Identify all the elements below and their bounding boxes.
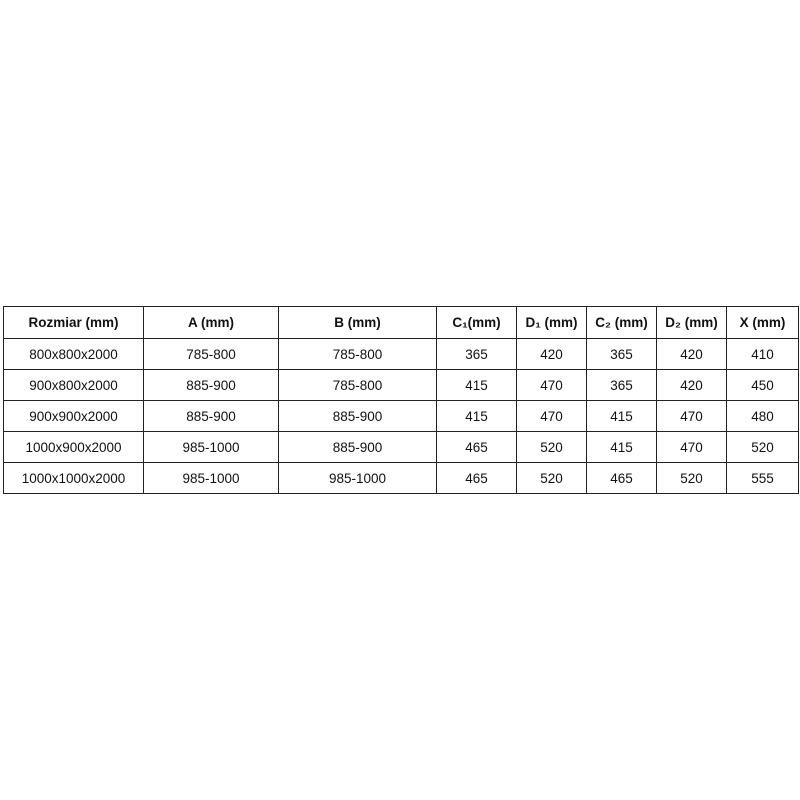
table-cell: 470 (656, 400, 727, 432)
table-cell: 800x800x2000 (3, 338, 144, 370)
table-cell: 450 (726, 369, 799, 401)
table-cell: 900x800x2000 (3, 369, 144, 401)
table-cell: 470 (656, 431, 727, 463)
table-cell: 415 (436, 400, 517, 432)
table-row: 900x900x2000 885-900 885-900 415 470 415 470 48… (3, 400, 799, 432)
table-cell: 520 (656, 462, 727, 494)
column-header: C₂ (mm) (586, 306, 657, 339)
column-header: D₁ (mm) (516, 306, 587, 339)
table-cell: 520 (516, 462, 587, 494)
table-cell: 1000x1000x2000 (3, 462, 144, 494)
table-cell: 1000x900x2000 (3, 431, 144, 463)
table-cell: 985-1000 (143, 462, 279, 494)
table-cell: 900x900x2000 (3, 400, 144, 432)
table-cell: 415 (436, 369, 517, 401)
table-cell: 465 (586, 462, 657, 494)
column-header: X (mm) (726, 306, 799, 339)
table-cell: 420 (516, 338, 587, 370)
table-cell: 885-900 (143, 369, 279, 401)
table-cell: 785-800 (278, 338, 437, 370)
column-header: Rozmiar (mm) (3, 306, 144, 339)
table-cell: 410 (726, 338, 799, 370)
table-cell: 365 (436, 338, 517, 370)
table-row: 800x800x2000 785-800 785-800 365 420 365 420 41… (3, 338, 799, 370)
table-cell: 520 (516, 431, 587, 463)
table-cell: 885-900 (278, 400, 437, 432)
table-cell: 985-1000 (278, 462, 437, 494)
table-cell: 465 (436, 462, 517, 494)
table-cell: 985-1000 (143, 431, 279, 463)
header-row: Rozmiar (mm) A (mm) B (mm) C₁(mm) D₁ (mm) C₂ … (3, 306, 799, 339)
column-header: C₁(mm) (436, 306, 517, 339)
column-header: A (mm) (143, 306, 279, 339)
column-header: B (mm) (278, 306, 437, 339)
table-cell: 365 (586, 338, 657, 370)
table-cell: 420 (656, 338, 727, 370)
table-cell: 420 (656, 369, 727, 401)
table-cell: 415 (586, 431, 657, 463)
table-cell: 465 (436, 431, 517, 463)
table-row: 1000x1000x2000 985-1000 985-1000 465 520 465 5… (3, 462, 799, 494)
table-row: 900x800x2000 885-900 785-800 415 470 365 420 45… (3, 369, 799, 401)
table-cell: 885-900 (143, 400, 279, 432)
table-cell: 415 (586, 400, 657, 432)
table-cell: 785-800 (278, 369, 437, 401)
table-cell: 555 (726, 462, 799, 494)
table-cell: 885-900 (278, 431, 437, 463)
table-cell: 470 (516, 400, 587, 432)
table-cell: 785-800 (143, 338, 279, 370)
table-row: 1000x900x2000 985-1000 885-900 465 520 415 470… (3, 431, 799, 463)
dimensions-table: Rozmiar (mm) A (mm) B (mm) C₁(mm) D₁ (mm) C₂ … (3, 306, 799, 494)
table-cell: 480 (726, 400, 799, 432)
column-header: D₂ (mm) (656, 306, 727, 339)
table-cell: 470 (516, 369, 587, 401)
table-cell: 520 (726, 431, 799, 463)
table-cell: 365 (586, 369, 657, 401)
